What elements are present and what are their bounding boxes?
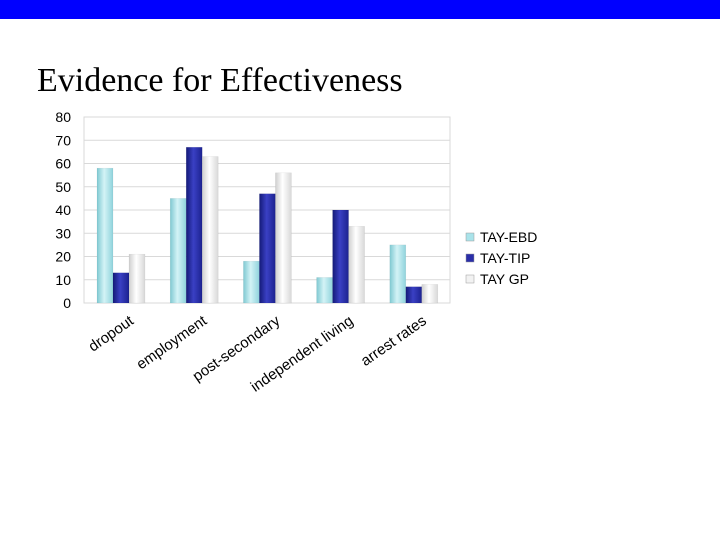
legend-label: TAY GP <box>480 271 529 287</box>
legend-swatch <box>465 232 475 242</box>
x-tick-label: dropout <box>85 312 137 356</box>
x-axis: dropoutemploymentpost-secondaryindepende… <box>85 312 429 396</box>
y-tick-label: 40 <box>55 202 71 218</box>
legend: TAY-EBD TAY-TIP TAY GP <box>465 229 537 287</box>
y-tick-label: 70 <box>55 132 71 148</box>
y-tick-label: 60 <box>55 156 71 172</box>
bar-tay-gp-post-secondary <box>275 172 292 304</box>
y-tick-label: 0 <box>63 295 71 311</box>
y-tick-label: 30 <box>55 225 71 241</box>
legend-swatch <box>465 253 475 263</box>
legend-label: TAY-TIP <box>480 250 530 266</box>
legend-swatch <box>465 274 475 284</box>
legend-label: TAY-EBD <box>480 229 537 245</box>
bar-tay-gp-employment <box>201 156 219 304</box>
bar-tay-ebd-independent-living <box>316 277 333 304</box>
bar-tay-gp-arrest-rates <box>421 284 439 304</box>
bar-tay-ebd-dropout <box>96 167 114 304</box>
bar-tay-gp-dropout <box>128 253 146 304</box>
bar-tay-tip-independent-living <box>332 209 349 304</box>
y-tick-label: 50 <box>55 179 71 195</box>
y-tick-label: 10 <box>55 272 71 288</box>
y-tick-label: 80 <box>55 109 71 125</box>
bar-tay-ebd-arrest-rates <box>389 244 407 304</box>
bar-tay-ebd-post-secondary <box>243 260 260 304</box>
bars <box>96 146 439 304</box>
bar-tay-tip-employment <box>185 146 203 304</box>
bar-tay-tip-dropout <box>112 272 130 304</box>
y-axis: 0 10 20 30 40 50 60 70 80 <box>55 109 71 311</box>
x-tick-label: arrest rates <box>358 312 430 369</box>
bar-tay-gp-independent-living <box>348 226 365 304</box>
y-tick-label: 20 <box>55 249 71 265</box>
bar-tay-tip-arrest-rates <box>405 286 423 304</box>
top-bar <box>0 0 720 19</box>
slide-title: Evidence for Effectiveness <box>37 62 403 99</box>
grid-layer <box>83 116 451 304</box>
bar-tay-tip-post-secondary <box>259 193 276 304</box>
bar-tay-ebd-employment <box>169 198 187 304</box>
